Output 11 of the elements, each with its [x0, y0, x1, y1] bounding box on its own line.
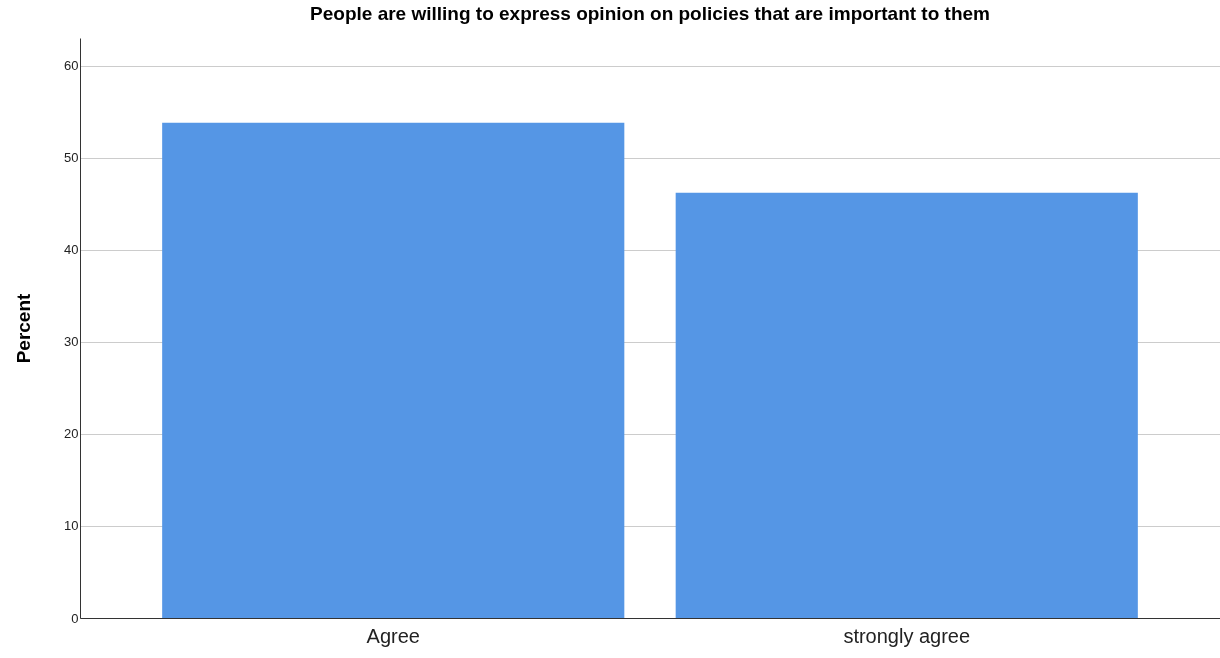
x-tick-label: Agree [366, 624, 420, 647]
y-tick-label: 40 [64, 242, 79, 258]
x-tick-label: strongly agree [843, 624, 971, 647]
chart-title: People are willing to express opinion on policies that are important to them [310, 3, 990, 24]
y-tick-label: 0 [71, 610, 79, 626]
y-tick-label: 50 [64, 150, 79, 166]
y-axis-title: Percent [13, 292, 35, 364]
y-tick-label: 60 [64, 58, 79, 74]
y-tick-label: 30 [64, 334, 79, 350]
y-tick-label: 20 [64, 426, 79, 442]
y-tick-label: 10 [64, 518, 79, 534]
